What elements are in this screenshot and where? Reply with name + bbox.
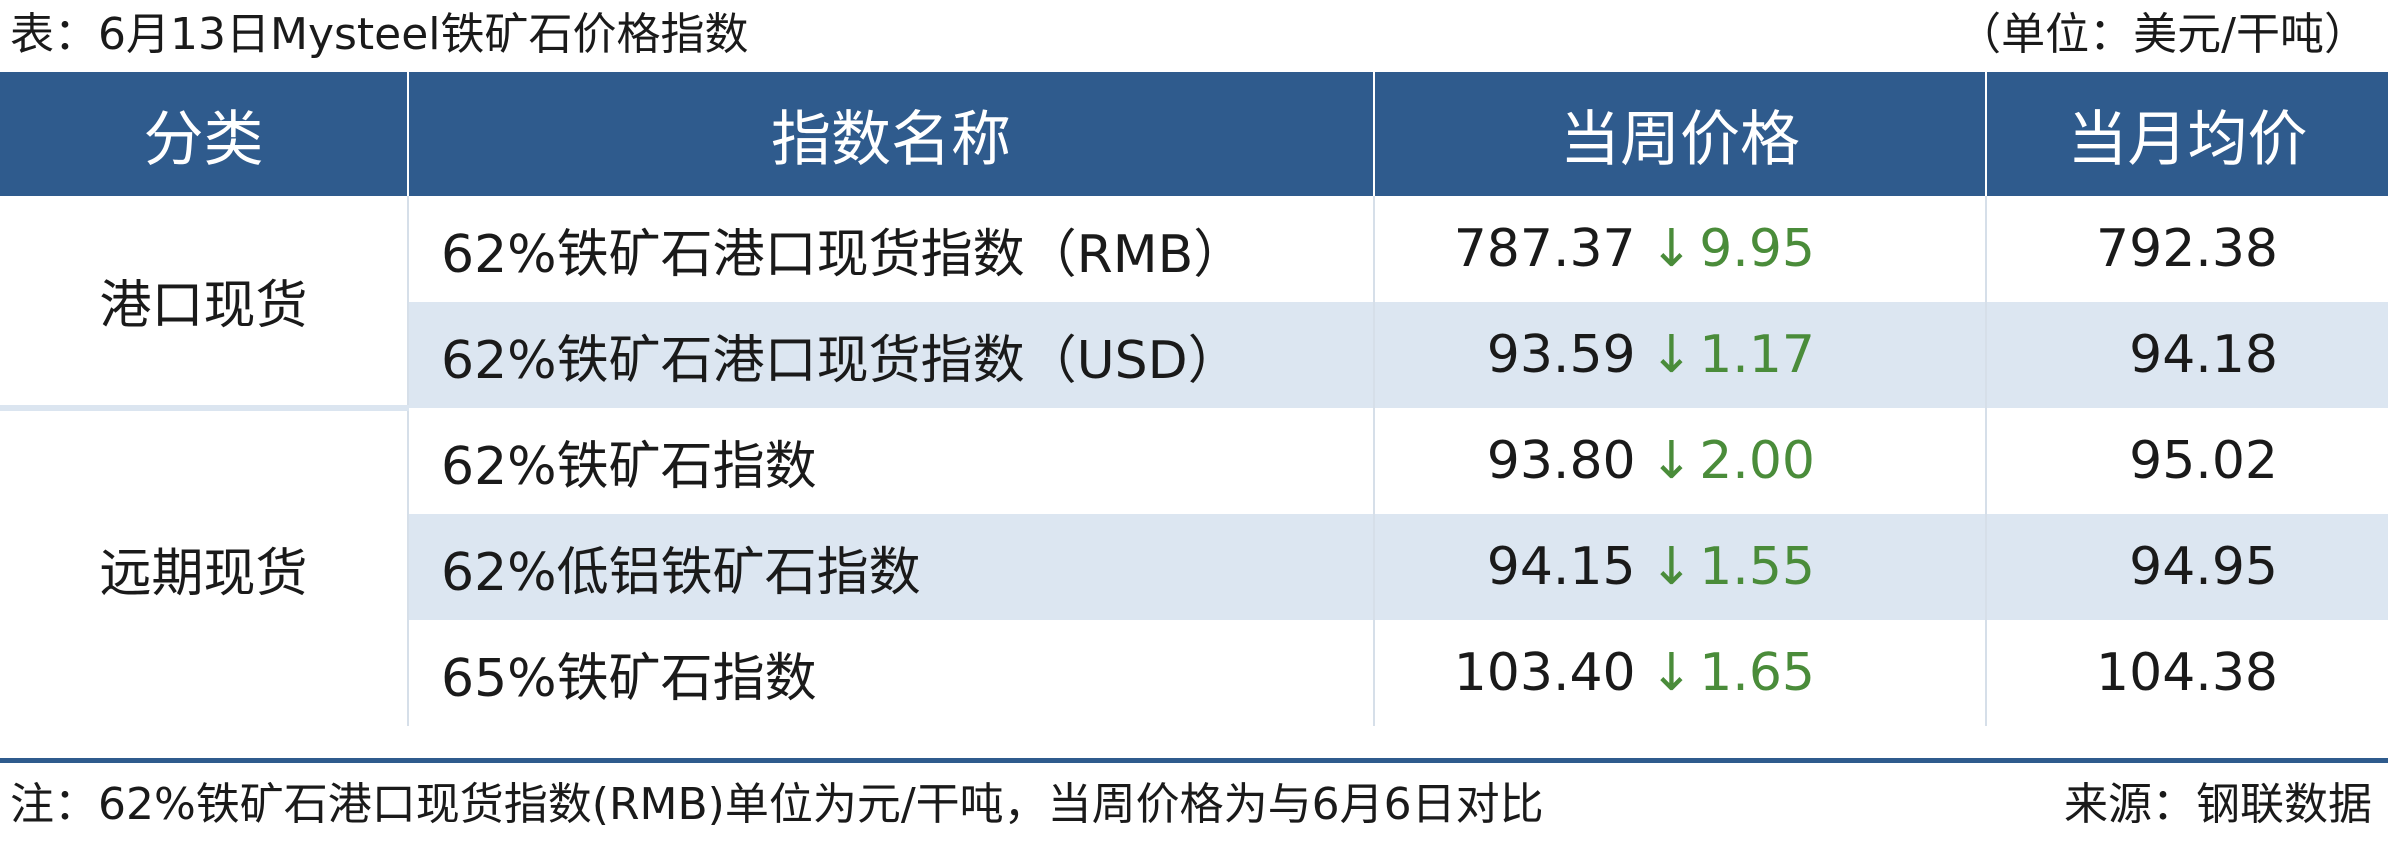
table-row: 远期现货 62%铁矿石指数 93.80 ↓ 2.00 95.02 bbox=[0, 408, 2388, 726]
weekly-price-cell: 93.80 ↓ 2.00 bbox=[1374, 408, 1987, 514]
category-cell: 港口现货 bbox=[0, 196, 409, 411]
monthly-average-cell: 792.38 bbox=[1986, 196, 2388, 302]
weekly-price-cell: 93.59 ↓ 1.17 bbox=[1374, 302, 1987, 408]
source-label: 来源：钢联数据 bbox=[2064, 779, 2372, 830]
header-category: 分类 bbox=[0, 72, 409, 196]
monthly-average-cell: 94.18 bbox=[1986, 302, 2388, 408]
index-name-cell: 62%铁矿石港口现货指数（RMB） bbox=[408, 196, 1375, 302]
down-arrow-icon: ↓ bbox=[1649, 325, 1694, 385]
price-change-value: 9.95 bbox=[1699, 219, 1815, 279]
price-change-value: 1.65 bbox=[1699, 643, 1815, 703]
unit-label: （单位：美元/干吨） bbox=[1957, 9, 2368, 60]
index-name-cell: 62%铁矿石指数 bbox=[408, 408, 1375, 514]
monthly-average-cell: 95.02 bbox=[1986, 408, 2388, 514]
table-footer: 注：62%铁矿石港口现货指数(RMB)单位为元/干吨，当周价格为与6月6日对比 … bbox=[0, 768, 2388, 842]
table-caption: 表：6月13日Mysteel铁矿石价格指数 （单位：美元/干吨） bbox=[0, 0, 2388, 70]
price-value: 103.40 bbox=[1453, 643, 1636, 703]
index-name-cell: 62%低铝铁矿石指数 bbox=[408, 514, 1375, 620]
down-arrow-icon: ↓ bbox=[1649, 219, 1694, 279]
price-value: 93.80 bbox=[1486, 431, 1636, 491]
weekly-price-cell: 787.37 ↓ 9.95 bbox=[1374, 196, 1987, 302]
down-arrow-icon: ↓ bbox=[1649, 431, 1694, 491]
price-value: 93.59 bbox=[1486, 325, 1636, 385]
weekly-price-cell: 94.15 ↓ 1.55 bbox=[1374, 514, 1987, 620]
table-row: 65%铁矿石指数 103.40 ↓ 1.65 104.38 bbox=[0, 620, 2388, 726]
table-header-row: 分类 指数名称 当周价格 当月均价 bbox=[0, 72, 2388, 196]
price-change-value: 1.17 bbox=[1699, 325, 1815, 385]
footnote: 注：62%铁矿石港口现货指数(RMB)单位为元/干吨，当周价格为与6月6日对比 bbox=[10, 779, 1544, 830]
index-name-cell: 65%铁矿石指数 bbox=[408, 620, 1375, 726]
weekly-price-cell: 103.40 ↓ 1.65 bbox=[1374, 620, 1987, 726]
table-row: 62%低铝铁矿石指数 94.15 ↓ 1.55 94.95 bbox=[0, 514, 2388, 620]
monthly-average-cell: 104.38 bbox=[1986, 620, 2388, 726]
down-arrow-icon: ↓ bbox=[1649, 537, 1694, 597]
table-title: 表：6月13日Mysteel铁矿石价格指数 bbox=[10, 9, 749, 60]
header-monthly-average: 当月均价 bbox=[1986, 72, 2388, 196]
index-name-cell: 62%铁矿石港口现货指数（USD） bbox=[408, 302, 1375, 408]
header-weekly-price: 当周价格 bbox=[1374, 72, 1987, 196]
table-row: 62%铁矿石港口现货指数（USD） 93.59 ↓ 1.17 94.18 bbox=[0, 302, 2388, 408]
category-cell: 远期现货 bbox=[0, 408, 409, 726]
monthly-average-cell: 94.95 bbox=[1986, 514, 2388, 620]
price-index-table: 分类 指数名称 当周价格 当月均价 港口现货 62%铁矿石港口现货指数（RMB）… bbox=[0, 72, 2388, 726]
price-value: 94.15 bbox=[1486, 537, 1636, 597]
header-index-name: 指数名称 bbox=[408, 72, 1375, 196]
down-arrow-icon: ↓ bbox=[1649, 643, 1694, 703]
table-bottom-divider bbox=[0, 758, 2388, 763]
price-value: 787.37 bbox=[1453, 219, 1636, 279]
price-change-value: 2.00 bbox=[1699, 431, 1815, 491]
price-change-value: 1.55 bbox=[1699, 537, 1815, 597]
table-row: 港口现货 62%铁矿石港口现货指数（RMB） 787.37 ↓ 9.95 792.3… bbox=[0, 196, 2388, 411]
